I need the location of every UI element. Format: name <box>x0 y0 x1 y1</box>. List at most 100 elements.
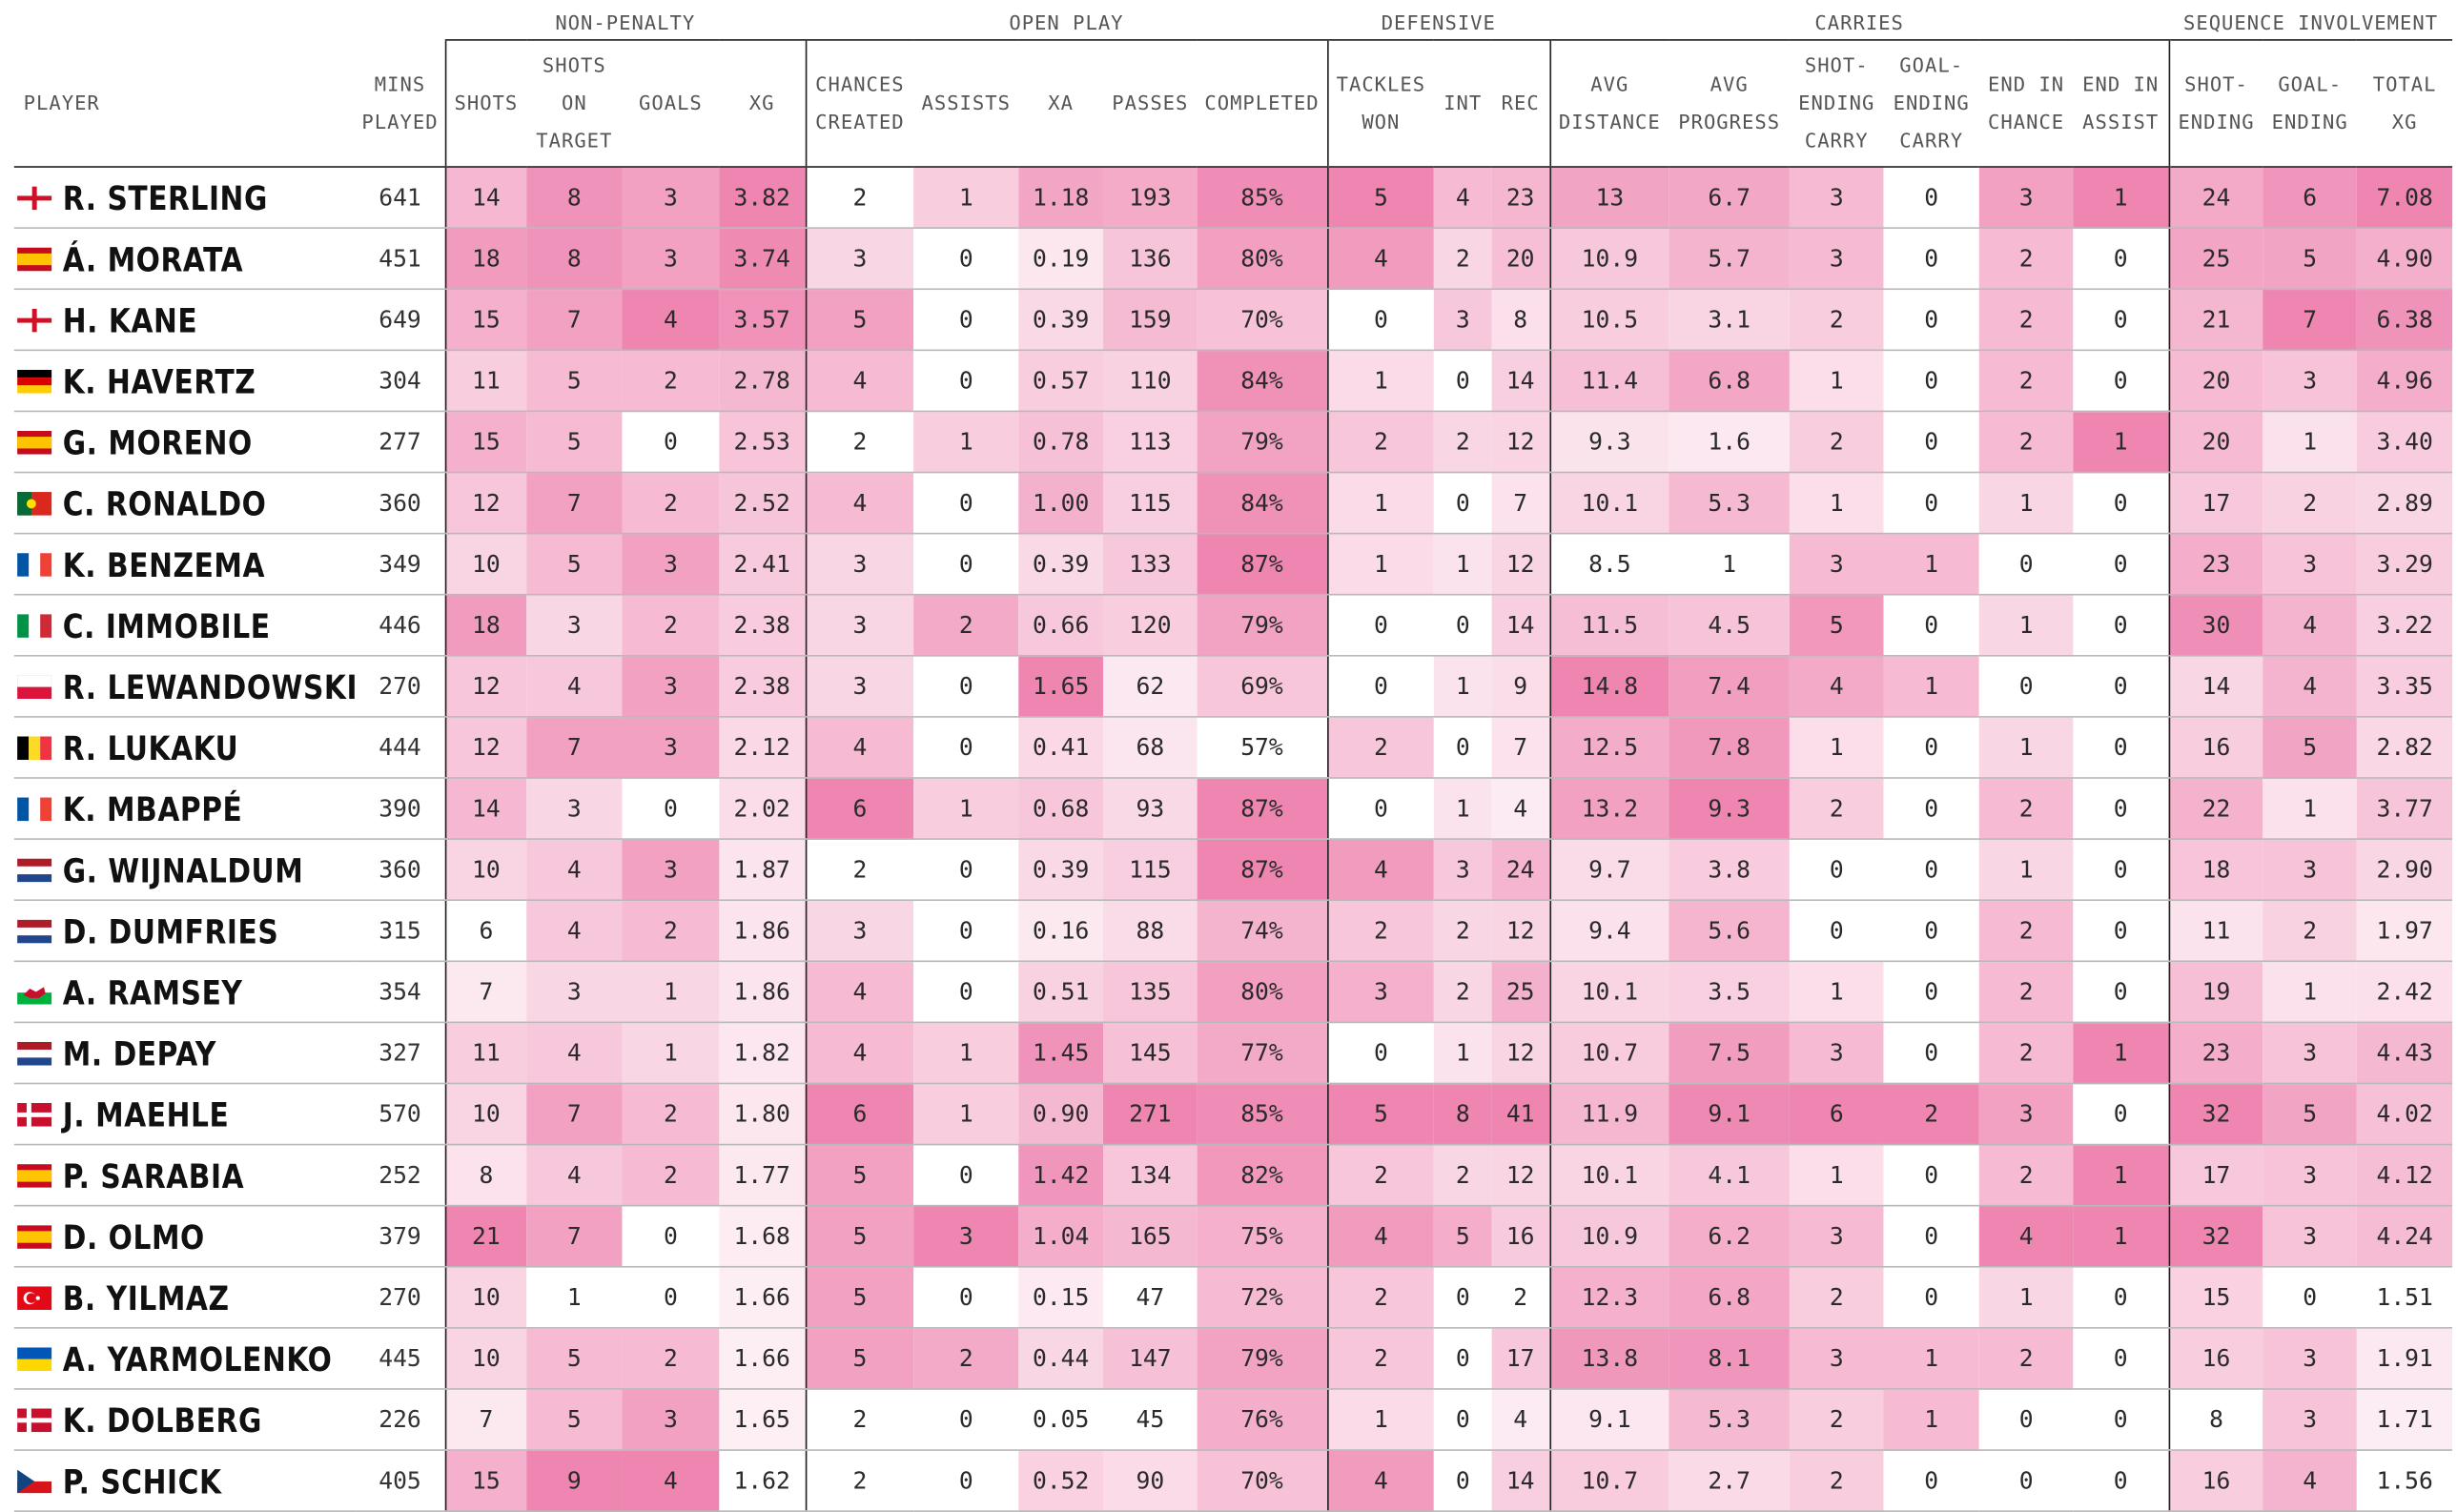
stat-cell: 10.7 <box>1548 1022 1669 1085</box>
column-header-row: PLAYER MINS PLAYED SHOTS SHOTS ON TARGET GOALS X… <box>13 39 2453 168</box>
stat-cell: 3 <box>804 533 914 596</box>
stat-cell: 7 <box>443 1388 527 1451</box>
mins-played-cell: 379 <box>356 1205 445 1268</box>
stat-cell: 4 <box>1326 228 1434 291</box>
mins-played-cell: 252 <box>356 1144 445 1207</box>
stat-cell: 3.5 <box>1669 961 1790 1024</box>
stat-cell: 5 <box>804 1327 914 1390</box>
stat-cell: 12 <box>1491 1144 1550 1207</box>
stat-cell: 1 <box>1433 655 1492 718</box>
stat-cell: 7 <box>526 1083 623 1146</box>
stat-cell: 12.3 <box>1548 1266 1669 1329</box>
stat-cell: 0 <box>2073 900 2169 963</box>
stat-cell: 1.87 <box>719 839 806 902</box>
stat-cell: 3 <box>1978 167 2074 229</box>
stat-cell: 3.74 <box>719 228 806 291</box>
stat-cell: 3 <box>622 655 720 718</box>
stat-cell: 0 <box>1883 1022 1979 1085</box>
stat-cell: 0.16 <box>1018 900 1104 963</box>
stat-cell: 87% <box>1197 533 1328 596</box>
column-header-line: END IN <box>1988 72 2065 96</box>
stat-cell: 7 <box>2262 289 2358 352</box>
stat-cell: 1.91 <box>2357 1327 2453 1390</box>
stat-cell: 5.3 <box>1669 1388 1790 1451</box>
player-cell: G. MORENO <box>13 411 357 474</box>
stat-cell: 19 <box>2167 961 2263 1024</box>
stat-cell: 76% <box>1197 1388 1328 1451</box>
stat-cell: 74% <box>1197 900 1328 963</box>
stat-cell: 0 <box>1883 777 1979 840</box>
mins-played-cell: 390 <box>356 777 445 840</box>
column-header: GOALS <box>622 39 720 168</box>
player-name: K. DOLBERG <box>62 1401 262 1440</box>
stat-cell: 0 <box>622 411 720 474</box>
stat-cell: 0 <box>2073 716 2169 779</box>
stat-cell: 14 <box>2167 655 2263 718</box>
stat-cell: 12 <box>1491 533 1550 596</box>
column-group-label: SEQUENCE INVOLVEMENT <box>2168 4 2453 41</box>
stat-cell: 1 <box>1883 655 1979 718</box>
stat-cell: 0.44 <box>1018 1327 1104 1390</box>
stat-cell: 120 <box>1103 594 1198 657</box>
column-header-line: CHANCE <box>1988 110 2065 133</box>
stat-cell: 0 <box>1789 900 1884 963</box>
stat-cell: 0 <box>913 961 1019 1024</box>
player-cell: K. MBAPPÉ <box>13 777 357 840</box>
stat-cell: 3 <box>913 1205 1019 1268</box>
stat-cell: 2 <box>1491 1266 1550 1329</box>
column-header-line: SHOTS <box>454 91 519 114</box>
stat-cell: 57% <box>1197 716 1328 779</box>
stat-cell: 8 <box>2167 1388 2263 1451</box>
stat-cell: 3 <box>1326 961 1434 1024</box>
column-header-line: PROGRESS <box>1678 110 1781 133</box>
stat-cell: 0.15 <box>1018 1266 1104 1329</box>
stat-cell: 3 <box>2262 1205 2358 1268</box>
stat-cell: 0 <box>1883 289 1979 352</box>
table-row: A. YARMOLENKO 445 10 5 2 1.66 5 2 0.44 147 79% 2 0 17… <box>13 1327 2453 1390</box>
stat-cell: 3.29 <box>2357 533 2453 596</box>
stat-cell: 5 <box>526 1327 623 1390</box>
stat-cell: 0.51 <box>1018 961 1104 1024</box>
stat-cell: 6.38 <box>2357 289 2453 352</box>
stat-cell: 93 <box>1103 777 1198 840</box>
stat-cell: 2 <box>622 472 720 535</box>
stat-cell: 5 <box>526 533 623 596</box>
stat-cell: 0 <box>1883 167 1979 229</box>
stat-cell: 1.71 <box>2357 1388 2453 1451</box>
player-cell: R. LEWANDOWSKI <box>13 655 357 718</box>
stat-cell: 4 <box>1433 167 1492 229</box>
stat-cell: 0 <box>913 900 1019 963</box>
stat-cell: 2 <box>913 1327 1019 1390</box>
stat-cell: 0 <box>2073 289 2169 352</box>
stat-cell: 0.39 <box>1018 839 1104 902</box>
stat-cell: 2 <box>1978 777 2074 840</box>
stat-cell: 2 <box>804 1388 914 1451</box>
stat-cell: 9.3 <box>1548 411 1669 474</box>
player-name: D. OLMO <box>62 1217 205 1257</box>
stat-cell: 6.2 <box>1669 1205 1790 1268</box>
stat-cell: 2.38 <box>719 594 806 657</box>
stat-cell: 3 <box>622 167 720 229</box>
stat-cell: 1 <box>1789 716 1884 779</box>
stat-cell: 2.12 <box>719 716 806 779</box>
stat-cell: 9 <box>526 1450 623 1512</box>
stat-cell: 3 <box>804 655 914 718</box>
column-header-line: PASSES <box>1112 91 1189 114</box>
stat-cell: 18 <box>443 228 527 291</box>
netherlands-flag-icon <box>17 919 52 944</box>
stat-cell: 0 <box>622 1205 720 1268</box>
stat-cell: 0 <box>1883 411 1979 474</box>
column-header-line: PLAYED <box>361 109 439 133</box>
player-name: R. LEWANDOWSKI <box>62 667 357 706</box>
mins-played-cell: 444 <box>356 716 445 779</box>
stat-cell: 85% <box>1197 1083 1328 1146</box>
player-cell: K. DOLBERG <box>13 1388 357 1451</box>
stat-cell: 17 <box>1491 1327 1550 1390</box>
player-cell: C. RONALDO <box>13 472 357 535</box>
stat-cell: 0 <box>913 289 1019 352</box>
stat-cell: 5 <box>1789 594 1884 657</box>
stat-cell: 80% <box>1197 961 1328 1024</box>
stat-cell: 2.90 <box>2357 839 2453 902</box>
stat-cell: 3 <box>622 228 720 291</box>
